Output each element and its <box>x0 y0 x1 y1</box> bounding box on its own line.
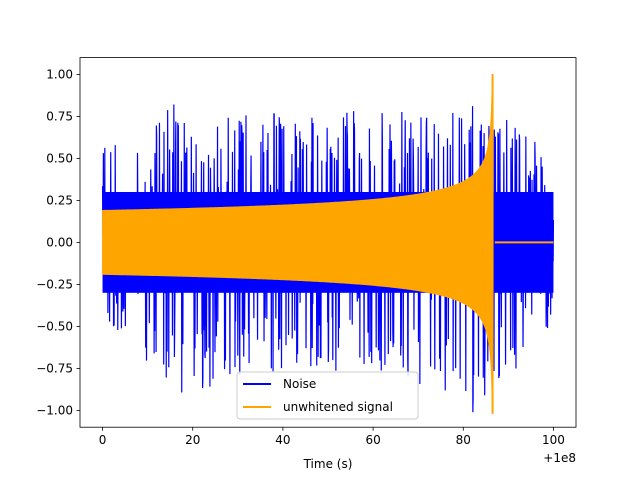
y-tick-label: −0.75 <box>36 362 73 376</box>
x-tick-label: 100 <box>542 433 565 447</box>
x-axis-label: Time (s) <box>303 457 353 471</box>
y-tick-label: 0.00 <box>46 236 73 250</box>
x-tick-label: 40 <box>275 433 290 447</box>
y-tick-label: 0.50 <box>46 152 73 166</box>
legend-label-noise: Noise <box>283 377 316 391</box>
legend-box <box>236 371 419 420</box>
y-axis: −1.00 −0.75 −0.50 −0.25 0.00 0.25 0.50 0.75 1.00 <box>36 68 80 418</box>
x-offset-label: +1e8 <box>543 451 576 465</box>
x-axis: 0 20 40 60 80 100 <box>99 427 565 447</box>
y-tick-label: 1.00 <box>46 68 73 82</box>
signal-series <box>102 73 554 414</box>
y-tick-label: −1.00 <box>36 404 73 418</box>
x-tick-label: 80 <box>456 433 471 447</box>
legend-label-signal: unwhitened signal <box>283 400 393 414</box>
x-tick-label: 60 <box>365 433 380 447</box>
y-tick-label: −0.25 <box>36 278 73 292</box>
legend: Noise unwhitened signal <box>236 371 419 420</box>
y-tick-label: 0.75 <box>46 110 73 124</box>
x-tick-label: 20 <box>185 433 200 447</box>
y-tick-label: 0.25 <box>46 194 73 208</box>
y-tick-label: −0.50 <box>36 320 73 334</box>
x-tick-label: 0 <box>99 433 107 447</box>
plot-area <box>79 57 577 428</box>
